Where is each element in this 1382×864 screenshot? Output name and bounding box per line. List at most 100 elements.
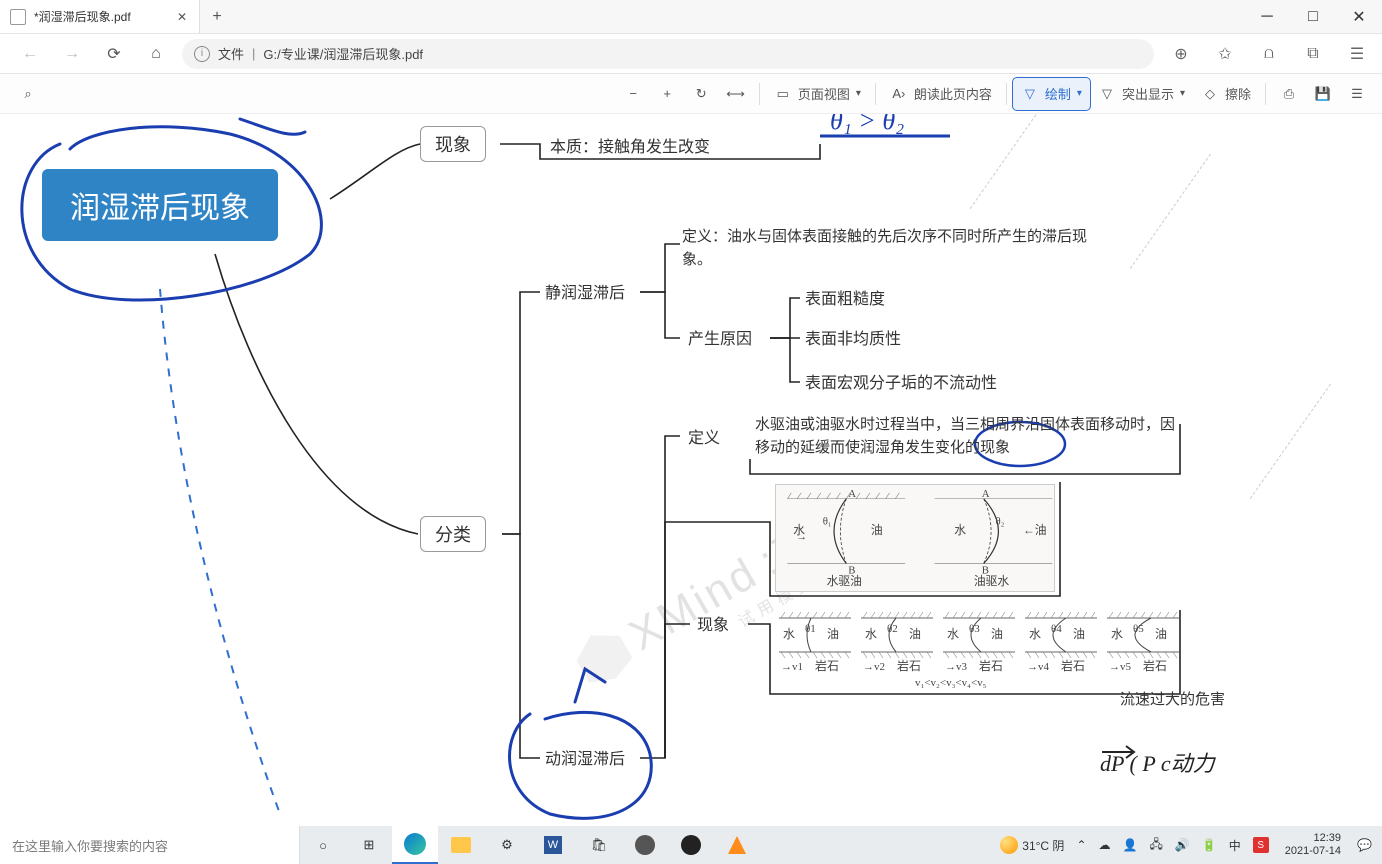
svg-text:θ4: θ4 — [1051, 623, 1062, 635]
taskview-icon[interactable]: ⊞ — [346, 826, 392, 864]
url-sep: | — [252, 46, 255, 61]
node-dynamic: 动润湿滞后 — [545, 748, 625, 772]
back-button[interactable]: ← — [14, 38, 46, 70]
browser-titlebar: *润湿滞后现象.pdf ✕ + ─ □ ✕ — [0, 0, 1382, 34]
favorites-icon[interactable]: ✩ — [1208, 38, 1242, 70]
onedrive-icon[interactable]: ☁ — [1095, 826, 1115, 864]
url-box[interactable]: i 文件 | G:/专业课/润湿滞后现象.pdf — [182, 39, 1154, 69]
url-path: G:/专业课/润湿滞后现象.pdf — [263, 44, 423, 63]
pdf-favicon — [10, 9, 26, 25]
close-window-button[interactable]: ✕ — [1336, 0, 1382, 33]
erase-button[interactable]: ◇ 擦除 — [1193, 78, 1259, 110]
essence-label: 本质：接触角发生改变 — [550, 136, 710, 160]
page-view-icon: ▭ — [774, 85, 792, 103]
forward-button[interactable]: → — [56, 38, 88, 70]
word-icon[interactable]: W — [530, 826, 576, 864]
system-tray: 31°C 阴 ⌃ ☁ 👤 🖧 🔊 🔋 中 S 12:39 2021-07-14 … — [996, 826, 1382, 864]
svg-text:←油: ←油 — [1023, 523, 1047, 537]
home-button[interactable]: ⌂ — [140, 38, 172, 70]
cause-2: 表面非均质性 — [805, 328, 901, 352]
page-view-button[interactable]: ▭ 页面视图 ▾ — [766, 78, 869, 110]
pdf-search-button[interactable]: ⌕ — [11, 78, 45, 110]
refresh-button[interactable]: ⟳ — [98, 38, 130, 70]
chevron-down-icon: ▾ — [1180, 88, 1185, 99]
weather-widget[interactable]: 31°C 阴 — [996, 826, 1068, 864]
svg-text:θ₂: θ₂ — [995, 515, 1004, 527]
static-definition: 定义：油水与固体表面接触的先后次序不同时所产生的滞后现象。 — [682, 226, 1102, 271]
network-icon[interactable]: 🖧 — [1145, 826, 1166, 864]
clock-date: 2021-07-14 — [1285, 845, 1341, 858]
zoom-indicator-icon[interactable]: ⊕ — [1164, 38, 1198, 70]
store-icon[interactable]: 🛍 — [576, 826, 622, 864]
cause-3: 表面宏观分子垢的不流动性 — [805, 372, 997, 396]
svg-text:油: 油 — [827, 627, 839, 641]
weather-icon — [1000, 836, 1018, 854]
collections-icon[interactable]: ⧉ — [1296, 38, 1330, 70]
erase-label: 擦除 — [1225, 84, 1251, 103]
minimize-button[interactable]: ─ — [1244, 0, 1290, 33]
settings-icon[interactable]: ⚙ — [484, 826, 530, 864]
reading-list-icon[interactable]: ⩍ — [1252, 38, 1286, 70]
battery-icon[interactable]: 🔋 — [1198, 826, 1221, 864]
close-tab-icon[interactable]: ✕ — [175, 10, 189, 24]
page-view-label: 页面视图 — [798, 84, 850, 103]
tray-chevron-icon[interactable]: ⌃ — [1072, 826, 1090, 864]
profile-icon[interactable]: ☰ — [1340, 38, 1374, 70]
taskbar-search[interactable]: 在这里输入你要搜索的内容 — [0, 826, 300, 864]
address-bar: ← → ⟳ ⌂ i 文件 | G:/专业课/润湿滞后现象.pdf ⊕ ✩ ⩍ ⧉… — [0, 34, 1382, 74]
taskbar-clock[interactable]: 12:39 2021-07-14 — [1277, 832, 1349, 857]
svg-text:油: 油 — [871, 523, 883, 537]
highlight-label: 突出显示 — [1122, 84, 1174, 103]
highlight-button[interactable]: ▽突出显示▾ — [1090, 78, 1193, 110]
url-prefix: 文件 — [218, 44, 244, 63]
svg-text:v₁<v₂<v₃<v₄<v₅: v₁<v₂<v₃<v₄<v₅ — [915, 677, 987, 689]
clock-time: 12:39 — [1314, 832, 1342, 845]
browser-tab[interactable]: *润湿滞后现象.pdf ✕ — [0, 0, 200, 33]
mindmap-root: 润湿滞后现象 — [42, 169, 278, 241]
edge-icon[interactable] — [392, 826, 438, 864]
tray-app-icon[interactable]: 👤 — [1119, 826, 1142, 864]
svg-text:水: 水 — [954, 524, 966, 537]
app-icon[interactable] — [622, 826, 668, 864]
svg-text:θ3: θ3 — [969, 623, 980, 635]
ime-icon[interactable]: 中 — [1225, 826, 1245, 864]
weather-text: 31°C 阴 — [1022, 837, 1064, 854]
search-icon: ⌕ — [19, 85, 37, 103]
pdf-viewport[interactable]: XMind:ZEN 试用模式 — [0, 114, 1382, 826]
chevron-down-icon: ▾ — [856, 88, 861, 99]
svg-text:水: 水 — [783, 627, 795, 641]
obs-icon[interactable] — [668, 826, 714, 864]
read-aloud-button[interactable]: A›朗读此页内容 — [882, 78, 1000, 110]
sogou-icon[interactable]: S — [1249, 826, 1273, 864]
fit-width-button[interactable]: ⟷ — [718, 78, 753, 110]
svg-text:岩石: 岩石 — [897, 658, 921, 673]
node-category: 分类 — [420, 516, 486, 552]
app2-icon[interactable] — [714, 826, 760, 864]
toolbar-divider — [1006, 83, 1007, 105]
svg-text:水: 水 — [1111, 627, 1123, 641]
new-tab-button[interactable]: + — [200, 0, 234, 33]
svg-text:岩石: 岩石 — [1143, 658, 1167, 673]
svg-text:水: 水 — [1029, 627, 1041, 641]
node-static: 静润湿滞后 — [545, 282, 625, 306]
draw-button[interactable]: ▽绘制▾ — [1013, 78, 1090, 110]
explorer-icon[interactable] — [438, 826, 484, 864]
rotate-button[interactable]: ↻ — [684, 78, 718, 110]
more-button[interactable]: ☰ — [1340, 78, 1374, 110]
cortana-icon[interactable]: ○ — [300, 826, 346, 864]
svg-text:θ2: θ2 — [887, 623, 898, 635]
maximize-button[interactable]: □ — [1290, 0, 1336, 33]
eraser-icon: ◇ — [1201, 85, 1219, 103]
volume-icon[interactable]: 🔊 — [1171, 826, 1194, 864]
site-info-icon[interactable]: i — [194, 46, 210, 62]
cause-label: 产生原因 — [688, 328, 752, 352]
save-button[interactable]: 💾 — [1306, 78, 1340, 110]
zoom-out-button[interactable]: − — [616, 78, 650, 110]
figure-velocity-series: 水 θ1 油 →v1 岩石 水 θ2 油 →v2 岩石 水 θ3 油 →v3 岩… — [775, 604, 1185, 690]
toolbar-divider — [759, 83, 760, 105]
search-placeholder: 在这里输入你要搜索的内容 — [12, 836, 168, 855]
print-button[interactable]: ⎙ — [1272, 78, 1306, 110]
zoom-in-button[interactable]: + — [650, 78, 684, 110]
svg-text:油: 油 — [1155, 627, 1167, 641]
notifications-icon[interactable]: 💬 — [1353, 826, 1376, 864]
